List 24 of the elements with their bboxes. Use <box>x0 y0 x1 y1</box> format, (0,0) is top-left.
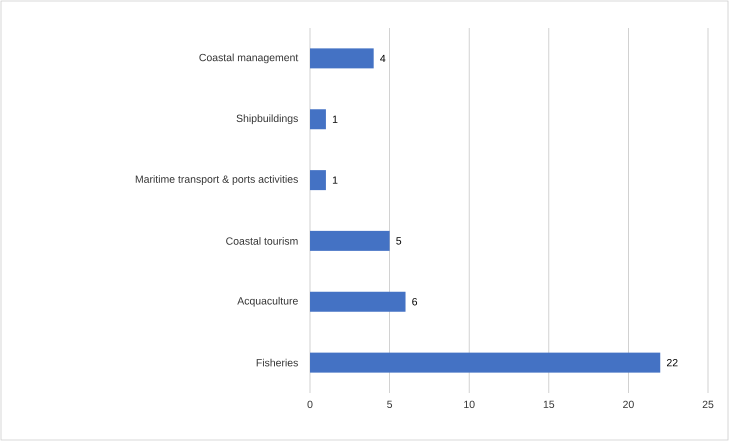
data-label: 5 <box>396 237 402 245</box>
data-label: 4 <box>380 54 386 62</box>
y-tick-label: Acquaculture <box>237 296 298 307</box>
y-tick-label: Coastal management <box>199 54 298 64</box>
y-tick-label: Fisheries <box>256 358 298 366</box>
bar <box>310 170 326 190</box>
bar <box>310 230 390 251</box>
bar <box>310 109 326 130</box>
x-tick-label: 5 <box>387 400 392 408</box>
x-tick-label: 10 <box>464 400 475 408</box>
x-tick-label: 20 <box>623 400 634 408</box>
data-label: 6 <box>412 298 418 306</box>
data-label: 22 <box>666 358 678 366</box>
x-tick-label: 15 <box>544 400 554 408</box>
x-tick-label: 25 <box>702 400 714 408</box>
bar <box>310 292 406 312</box>
data-label: 1 <box>332 176 338 184</box>
y-tick-label: Coastal tourism <box>226 237 298 245</box>
y-tick-label: Maritime transport & ports activities <box>136 175 298 185</box>
x-tick-label: 0 <box>308 400 312 408</box>
bar <box>310 352 660 373</box>
bar <box>310 48 374 68</box>
data-label: 1 <box>332 116 338 123</box>
y-tick-label: Shipbuildings <box>236 114 298 124</box>
